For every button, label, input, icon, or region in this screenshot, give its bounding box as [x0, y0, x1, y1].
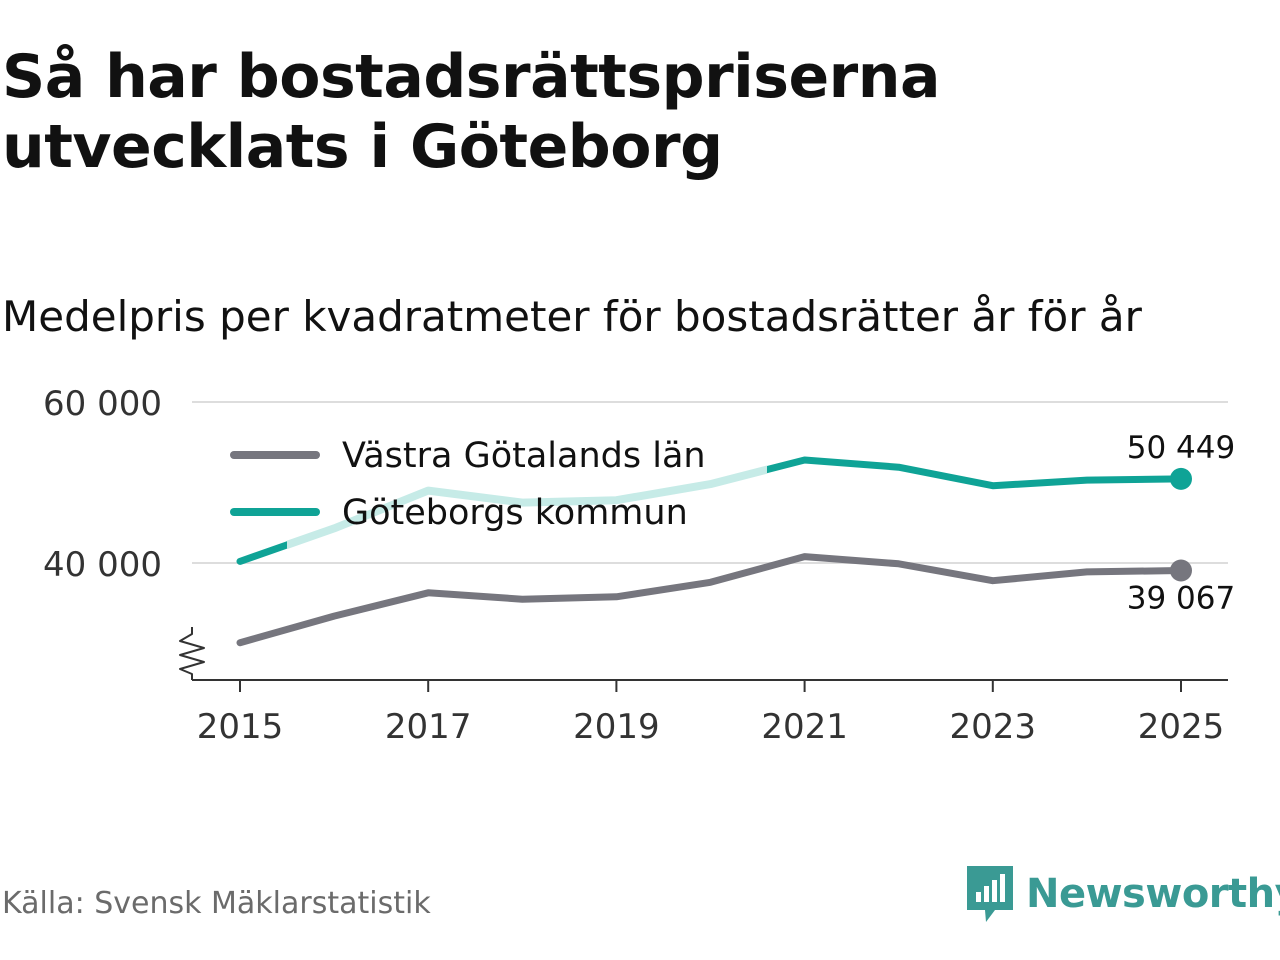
x-tick-label: 2015 [197, 707, 284, 747]
y-tick-label: 40 000 [43, 545, 162, 585]
brand-logo: Newsworthy [964, 862, 1280, 926]
legend-label: Västra Götalands län [342, 436, 706, 476]
series-end-marker-1 [1170, 467, 1192, 490]
x-tick-label: 2021 [761, 707, 848, 747]
newsworthy-logo-icon [967, 866, 1013, 922]
y-tick-label: 60 000 [43, 384, 162, 424]
x-tick-label: 2019 [573, 707, 660, 747]
series-end-label: 50 449 [1127, 430, 1235, 466]
chart-title: Så har bostadsrättspriserna utvecklats i… [2, 42, 940, 182]
chart-subtitle: Medelpris per kvadratmeter för bostadsrä… [2, 292, 1142, 341]
source-note: Källa: Svensk Mäklarstatistik [2, 886, 431, 921]
series-end-label: 39 067 [1127, 581, 1235, 617]
series-end-marker-0 [1170, 559, 1192, 582]
series-line-0 [236, 553, 1185, 647]
brand-name: Newsworthy [1026, 871, 1280, 917]
series-line-highlight-1 [287, 465, 767, 550]
legend-label: Göteborgs kommun [342, 493, 688, 533]
axis-break-icon [179, 627, 205, 680]
x-tick-label: 2017 [385, 707, 472, 747]
x-tick-label: 2025 [1138, 707, 1225, 747]
x-tick-label: 2023 [950, 707, 1037, 747]
